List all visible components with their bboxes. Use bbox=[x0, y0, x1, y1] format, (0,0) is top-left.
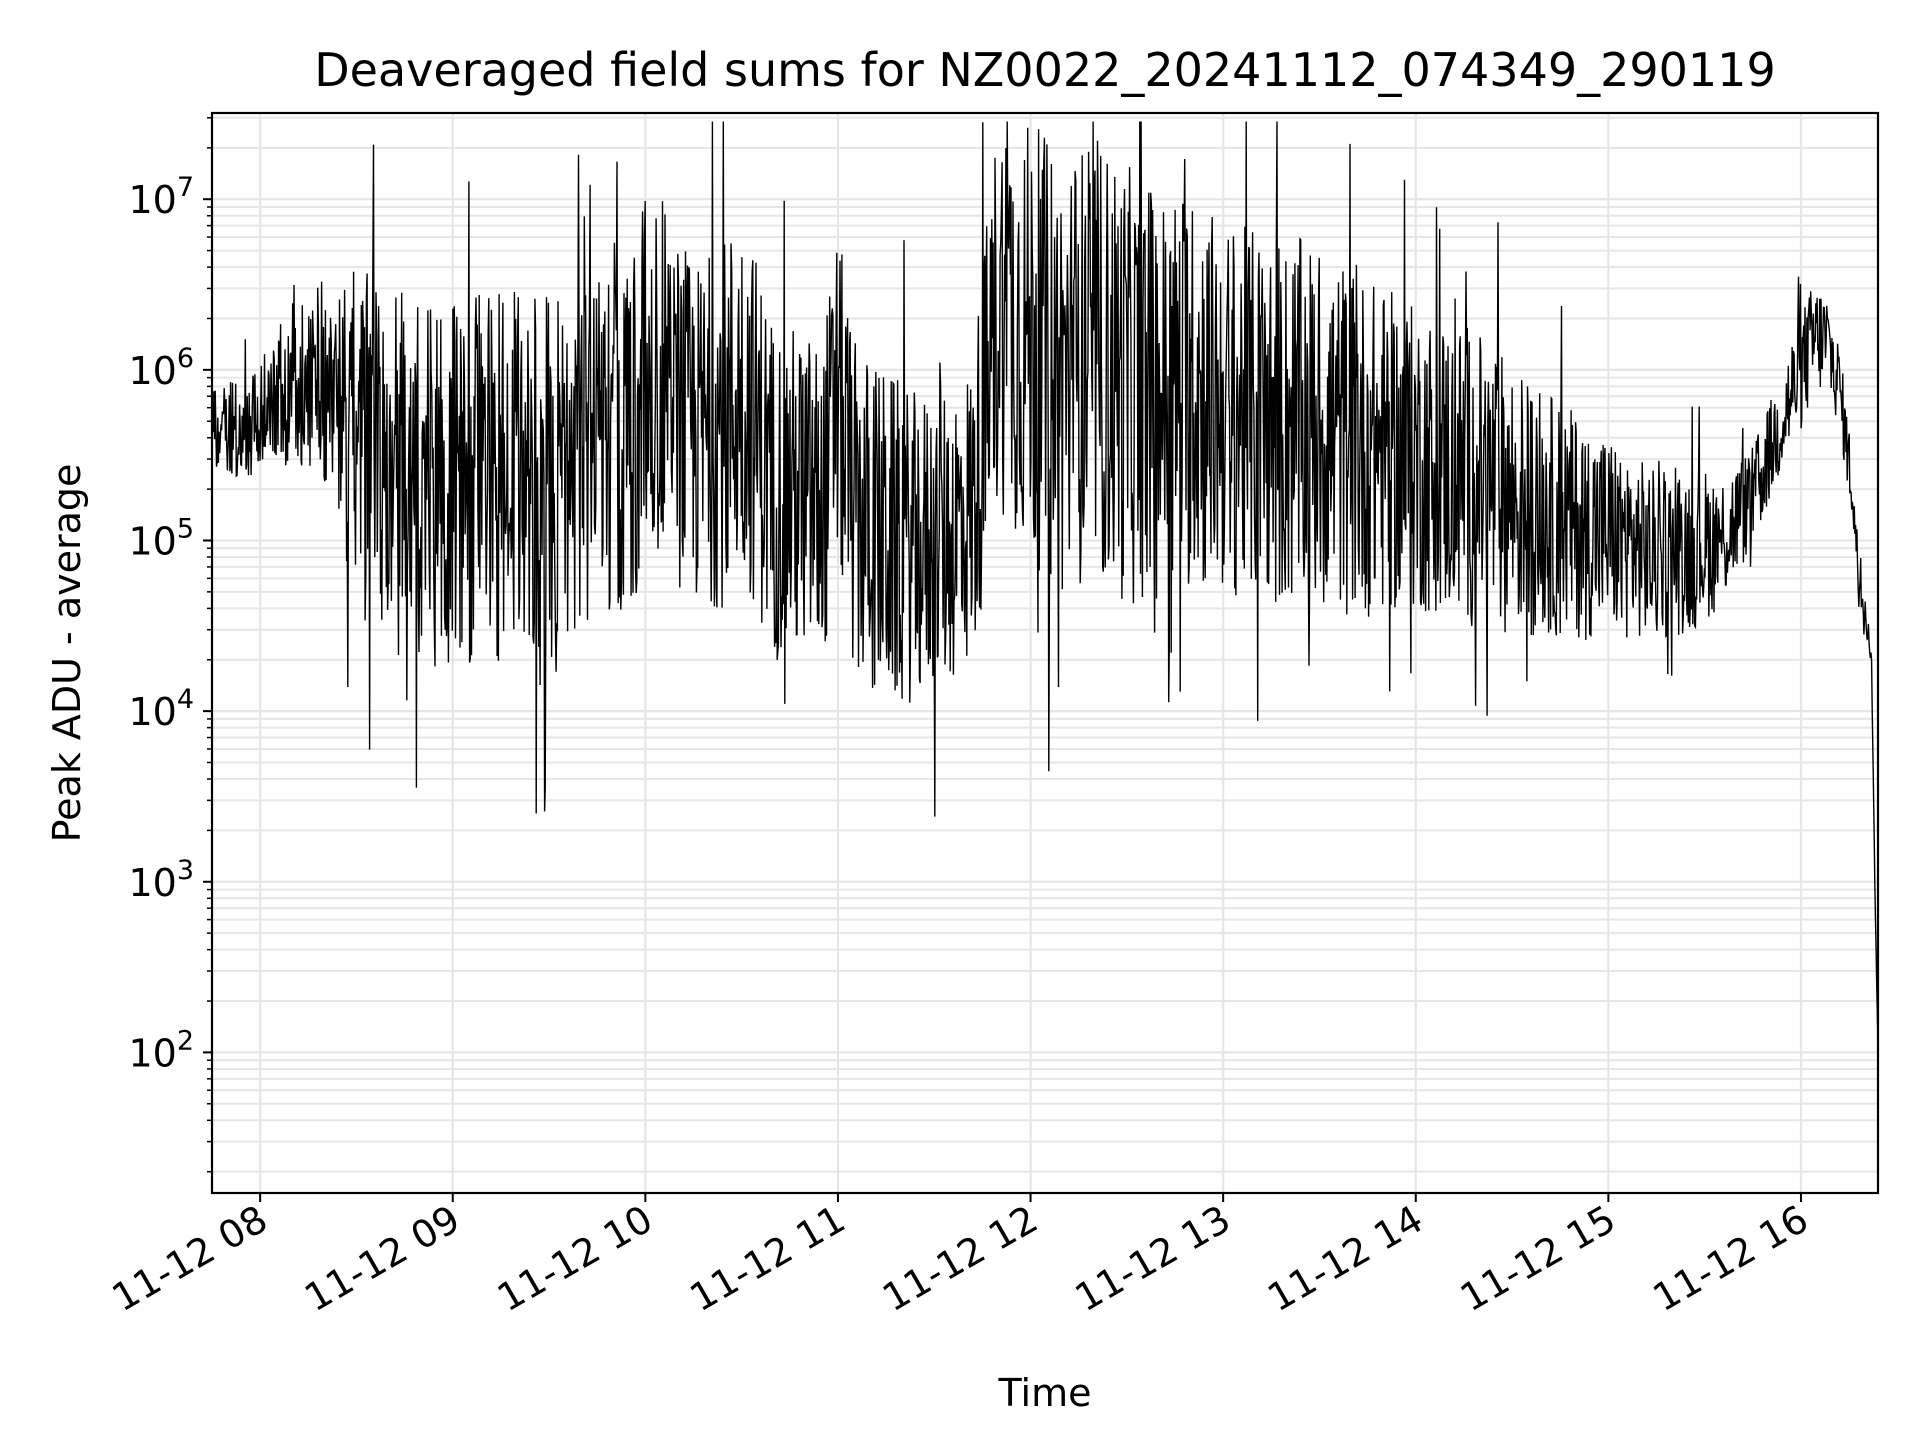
y-tick-label: 106 bbox=[128, 343, 194, 393]
y-tick-label: 104 bbox=[128, 684, 194, 734]
y-axis: 102 103 104 105 106 107 bbox=[128, 117, 212, 1173]
y-tick-exponent: 4 bbox=[177, 684, 194, 715]
x-axis-label: Time bbox=[998, 1371, 1092, 1415]
y-axis-label: Peak ADU - average bbox=[45, 464, 89, 843]
y-tick-exponent: 7 bbox=[177, 172, 194, 203]
y-tick-label: 107 bbox=[128, 172, 194, 222]
y-tick-exponent: 6 bbox=[177, 343, 194, 374]
y-tick-exponent: 2 bbox=[177, 1025, 194, 1056]
grid bbox=[212, 113, 1878, 1193]
series-line bbox=[211, 121, 1879, 1053]
y-tick-exponent: 3 bbox=[177, 855, 194, 886]
y-tick-exponent: 5 bbox=[177, 513, 194, 544]
y-tick-label: 102 bbox=[128, 1025, 194, 1075]
series-layer bbox=[211, 121, 1879, 1053]
chart-title: Deaveraged field sums for NZ0022_2024111… bbox=[314, 43, 1775, 97]
y-tick-label: 105 bbox=[128, 513, 194, 563]
plot-frame bbox=[210, 111, 1880, 1195]
y-tick-label: 103 bbox=[128, 855, 194, 905]
